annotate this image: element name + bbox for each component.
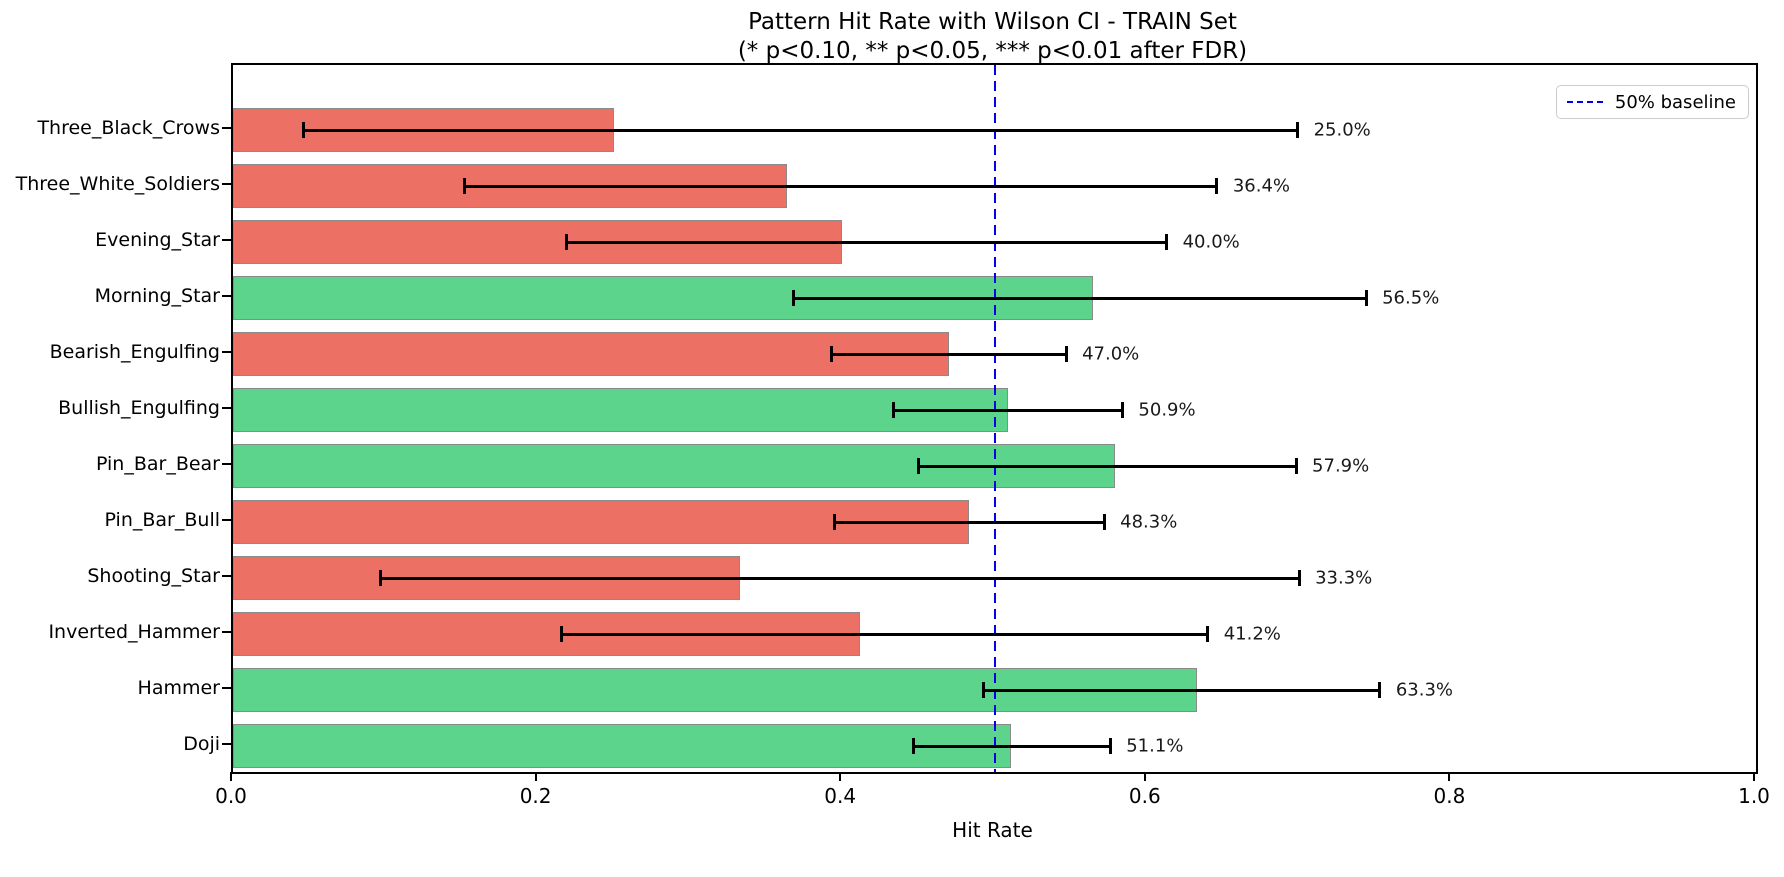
error-cap-high — [1378, 682, 1382, 698]
bar-value-label: 47.0% — [1082, 343, 1140, 365]
bar — [233, 332, 949, 376]
category-label: Pin_Bar_Bull — [104, 509, 220, 531]
category-label: Inverted_Hammer — [48, 621, 220, 643]
legend-dash-icon — [1566, 101, 1603, 103]
error-cap-high — [1206, 626, 1210, 642]
category-label: Bullish_Engulfing — [58, 397, 220, 419]
error-bar — [464, 184, 1217, 188]
plot-area: 50% baseline 25.0% 36.4% 40.0% 56.5% 47.0% 50… — [231, 63, 1758, 774]
bar-value-label: 40.0% — [1182, 231, 1240, 253]
error-bar — [893, 408, 1123, 412]
y-tick — [222, 575, 231, 577]
error-cap-low — [791, 290, 795, 306]
legend-label: 50% baseline — [1614, 91, 1736, 113]
category-label: Bearish_Engulfing — [49, 341, 220, 363]
error-cap-high — [1165, 234, 1169, 250]
bar — [233, 724, 1012, 768]
error-cap-low — [379, 570, 383, 586]
error-cap-high — [1064, 346, 1068, 362]
category-label: Three_Black_Crows — [37, 117, 220, 139]
x-tick-label: 0.8 — [1433, 784, 1466, 808]
x-tick — [1753, 772, 1755, 781]
error-cap-high — [1296, 122, 1300, 138]
baseline-line — [993, 65, 996, 772]
x-tick-label: 1.0 — [1738, 784, 1770, 808]
error-bar — [983, 688, 1380, 692]
legend: 50% baseline — [1555, 85, 1749, 119]
error-bar — [380, 576, 1300, 580]
bar-value-label: 56.5% — [1382, 287, 1440, 309]
y-tick — [222, 743, 231, 745]
bar-value-label: 41.2% — [1223, 623, 1281, 645]
bar-value-label: 51.1% — [1126, 735, 1184, 757]
category-label: Shooting_Star — [87, 565, 220, 587]
category-label: Three_White_Soldiers — [15, 173, 220, 195]
y-tick — [222, 463, 231, 465]
error-bar — [918, 464, 1297, 468]
y-tick — [222, 351, 231, 353]
y-tick — [222, 239, 231, 241]
error-bar — [303, 128, 1298, 132]
category-label: Hammer — [137, 677, 220, 699]
x-tick — [230, 772, 232, 781]
bar-value-label: 63.3% — [1395, 679, 1453, 701]
bar-value-label: 33.3% — [1315, 567, 1373, 589]
error-bar — [831, 352, 1067, 356]
bar-value-label: 48.3% — [1120, 511, 1178, 533]
y-tick — [222, 631, 231, 633]
bar-value-label: 50.9% — [1138, 399, 1196, 421]
x-tick — [534, 772, 537, 781]
error-bar — [834, 520, 1105, 524]
error-cap-low — [912, 738, 916, 754]
error-cap-low — [565, 234, 569, 250]
bar-value-label: 36.4% — [1232, 175, 1291, 197]
error-cap-high — [1364, 290, 1368, 306]
error-cap-high — [1120, 402, 1124, 418]
chart-title-block: Pattern Hit Rate with Wilson CI - TRAIN … — [231, 8, 1754, 66]
bar — [233, 388, 1009, 432]
error-bar — [566, 240, 1167, 244]
category-label: Pin_Bar_Bear — [95, 453, 220, 475]
error-bar — [561, 632, 1208, 636]
x-tick-label: 0.2 — [519, 784, 552, 808]
x-axis-label: Hit Rate — [952, 818, 1033, 842]
category-label: Morning_Star — [94, 285, 220, 307]
error-cap-high — [1294, 458, 1298, 474]
x-tick — [1143, 772, 1146, 781]
y-tick — [222, 295, 231, 297]
y-tick — [222, 687, 231, 689]
error-cap-low — [301, 122, 305, 138]
error-cap-low — [833, 514, 837, 530]
chart-subtitle: (* p<0.10, ** p<0.05, *** p<0.01 after F… — [737, 38, 1248, 64]
error-cap-low — [916, 458, 920, 474]
error-cap-high — [1297, 570, 1301, 586]
x-tick — [839, 772, 842, 781]
error-cap-high — [1215, 178, 1219, 194]
error-bar — [913, 744, 1111, 748]
error-cap-high — [1108, 738, 1112, 754]
error-cap-low — [560, 626, 564, 642]
y-tick — [222, 519, 231, 521]
error-cap-high — [1102, 514, 1106, 530]
category-label: Doji — [183, 733, 220, 755]
error-cap-low — [892, 402, 896, 418]
y-tick — [222, 407, 231, 409]
y-tick — [222, 127, 231, 129]
chart-title: Pattern Hit Rate with Wilson CI - TRAIN … — [748, 9, 1237, 35]
x-tick-label: 0.4 — [824, 784, 857, 808]
x-tick — [1448, 772, 1451, 781]
bar-value-label: 57.9% — [1312, 455, 1370, 477]
error-cap-low — [830, 346, 834, 362]
y-tick — [222, 183, 231, 185]
error-cap-low — [982, 682, 986, 698]
x-tick-label: 0.6 — [1128, 784, 1161, 808]
x-tick-label: 0.0 — [215, 784, 247, 808]
bar — [233, 612, 861, 656]
category-label: Evening_Star — [95, 229, 220, 251]
bar-value-label: 25.0% — [1313, 119, 1371, 141]
error-cap-low — [462, 178, 466, 194]
error-bar — [793, 296, 1367, 300]
